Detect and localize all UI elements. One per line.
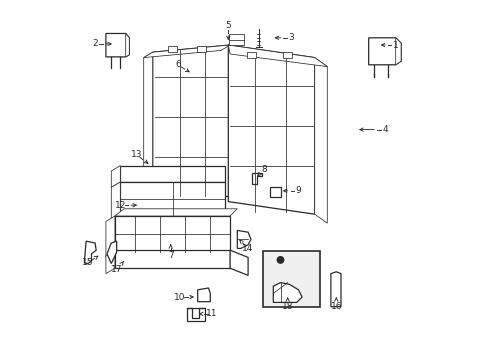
Polygon shape [251, 173, 261, 184]
Polygon shape [106, 216, 115, 257]
Polygon shape [125, 33, 129, 57]
Polygon shape [330, 272, 340, 307]
Polygon shape [167, 250, 179, 265]
Polygon shape [115, 209, 237, 216]
Text: 4: 4 [381, 125, 387, 134]
Text: 13: 13 [130, 150, 142, 159]
Text: 2: 2 [92, 40, 98, 49]
Polygon shape [186, 308, 204, 321]
Text: 18: 18 [282, 302, 293, 311]
Text: 14: 14 [242, 244, 253, 253]
Polygon shape [228, 45, 314, 214]
Polygon shape [115, 216, 230, 252]
Text: 1: 1 [392, 41, 398, 50]
Polygon shape [107, 241, 117, 264]
Bar [262, 251, 320, 307]
Text: 15: 15 [82, 258, 94, 267]
Polygon shape [143, 45, 230, 58]
Polygon shape [120, 166, 224, 182]
Polygon shape [273, 283, 302, 302]
Bar [283, 52, 292, 58]
Text: 3: 3 [288, 33, 294, 42]
Text: 7: 7 [167, 251, 173, 260]
Text: 12: 12 [114, 201, 126, 210]
Polygon shape [230, 250, 247, 275]
Text: 5: 5 [225, 21, 231, 30]
Polygon shape [84, 241, 96, 264]
Circle shape [277, 257, 283, 263]
Text: 6: 6 [175, 60, 181, 69]
Polygon shape [143, 52, 152, 209]
Polygon shape [395, 38, 400, 65]
Text: 11: 11 [206, 310, 218, 319]
Text: 17: 17 [111, 266, 122, 275]
Polygon shape [106, 250, 115, 274]
Polygon shape [197, 288, 210, 302]
Polygon shape [120, 182, 224, 216]
Bar [196, 46, 205, 52]
Polygon shape [314, 58, 326, 223]
Polygon shape [368, 38, 400, 65]
Text: 16: 16 [330, 302, 341, 311]
Polygon shape [228, 45, 326, 67]
Polygon shape [106, 33, 129, 57]
Text: 8: 8 [261, 165, 266, 174]
Polygon shape [111, 166, 120, 187]
Polygon shape [115, 250, 230, 268]
Polygon shape [111, 182, 120, 221]
Polygon shape [229, 34, 244, 45]
Bar [269, 187, 281, 197]
Text: 9: 9 [295, 186, 301, 195]
Text: 10: 10 [174, 292, 185, 302]
Polygon shape [152, 45, 230, 203]
Polygon shape [237, 230, 250, 248]
Bar [167, 46, 177, 52]
Bar [246, 52, 256, 58]
